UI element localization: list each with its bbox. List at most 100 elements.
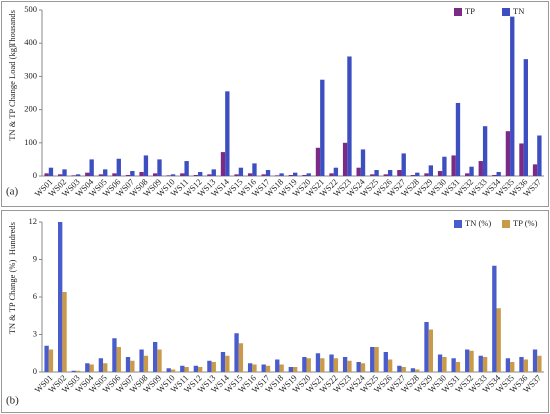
- bar: [247, 173, 253, 176]
- bar: [71, 370, 76, 372]
- bar: [198, 172, 203, 176]
- bar: [116, 158, 121, 176]
- bar: [261, 174, 266, 176]
- bar: [424, 322, 429, 372]
- bar: [220, 152, 226, 176]
- bar: [225, 91, 230, 176]
- bar: [532, 349, 538, 372]
- bar: [261, 364, 266, 372]
- bar: [415, 369, 420, 372]
- bar: [360, 363, 366, 372]
- bar: [265, 170, 271, 176]
- bar: [184, 161, 189, 176]
- bar: [157, 349, 162, 372]
- bar: [288, 367, 293, 372]
- y-tick-label: 0: [33, 366, 37, 376]
- bar: [401, 367, 406, 372]
- y-tick-label: 500: [24, 4, 37, 14]
- bar: [333, 358, 339, 372]
- bar: [130, 171, 135, 176]
- bar: [238, 343, 244, 372]
- bar: [103, 169, 108, 176]
- bar: [139, 349, 144, 372]
- bar: [103, 363, 108, 372]
- bar: [125, 357, 131, 372]
- bar: [492, 265, 497, 372]
- panel-label: (b): [6, 395, 19, 407]
- bar: [207, 174, 212, 176]
- bar: [198, 367, 203, 372]
- bar: [85, 363, 90, 372]
- bar: [293, 367, 298, 372]
- bar: [44, 345, 49, 372]
- y-tick-label: 9: [33, 253, 37, 263]
- bar: [519, 143, 524, 176]
- bar: [184, 367, 189, 372]
- bar: [510, 362, 515, 372]
- bar: [252, 163, 257, 176]
- bar: [58, 174, 63, 176]
- bar: [537, 355, 542, 372]
- bar: [333, 167, 339, 176]
- bar: [347, 56, 352, 177]
- bar: [75, 174, 81, 176]
- bar: [451, 358, 456, 372]
- bar: [220, 352, 226, 372]
- legend-swatch: [454, 220, 462, 228]
- bar: [48, 349, 54, 372]
- bar: [62, 169, 67, 176]
- bar: [207, 360, 212, 372]
- bar: [455, 102, 461, 176]
- bar: [211, 169, 216, 176]
- bar: [356, 362, 361, 372]
- bar: [505, 131, 511, 176]
- bar: [112, 338, 117, 372]
- y-tick-label: 6: [33, 291, 37, 301]
- y-tick-label: 12: [29, 216, 38, 226]
- bar: [170, 369, 176, 372]
- bar: [478, 355, 483, 372]
- bar: [478, 161, 483, 176]
- bar: [374, 347, 379, 372]
- bar: [523, 59, 528, 176]
- bar: [306, 358, 311, 372]
- bar: [302, 175, 307, 176]
- unit-label: Hundreds: [7, 222, 17, 255]
- bar: [415, 172, 420, 176]
- bar: [193, 175, 199, 176]
- bar: [383, 174, 388, 176]
- bar: [315, 147, 321, 176]
- bar: [437, 354, 443, 372]
- bar: [320, 358, 325, 372]
- bar: [152, 173, 158, 176]
- bar: [279, 364, 284, 372]
- bar: [537, 135, 542, 176]
- bar: [374, 170, 379, 176]
- bar: [98, 174, 104, 176]
- bar: [387, 170, 393, 176]
- bar: [247, 363, 253, 372]
- bar: [329, 354, 334, 372]
- bar: [510, 16, 515, 176]
- bar: [58, 222, 63, 372]
- bar: [370, 174, 375, 176]
- bar: [302, 357, 307, 372]
- bar: [397, 170, 402, 176]
- legend-swatch: [454, 8, 462, 16]
- legend-label: TN (%): [465, 218, 491, 228]
- bar: [519, 357, 524, 372]
- panel-frame: [1, 1, 549, 207]
- bar: [437, 171, 443, 176]
- bar: [482, 357, 488, 372]
- bar: [98, 358, 104, 372]
- bar: [496, 172, 501, 176]
- legend-label: TP: [465, 6, 475, 16]
- bar: [370, 347, 375, 372]
- panel-label: (a): [6, 186, 19, 198]
- bar: [469, 166, 474, 176]
- bar: [130, 360, 135, 372]
- bar: [48, 167, 54, 176]
- bar: [125, 175, 131, 176]
- legend-swatch: [502, 8, 510, 16]
